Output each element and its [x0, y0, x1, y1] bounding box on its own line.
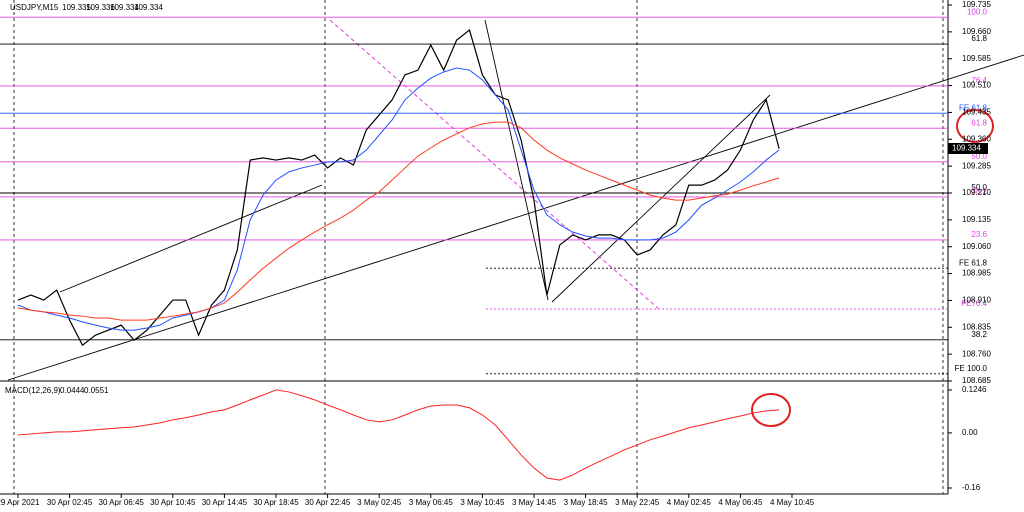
x-tick-label: 3 May 02:45 — [357, 498, 402, 507]
fib-level-label: 23.6 — [971, 230, 987, 239]
y-tick-label: 109.510 — [962, 81, 991, 90]
y-tick-label: 109.735 — [962, 0, 991, 9]
y-tick-label: 108.685 — [962, 376, 991, 385]
x-tick-label: 3 May 22:45 — [615, 498, 660, 507]
trend-line — [59, 184, 323, 293]
fib-line — [329, 19, 661, 311]
y-tick-label: 109.435 — [962, 108, 991, 117]
y-tick-label: 108.835 — [962, 322, 991, 331]
x-tick-label: 30 Apr 18:45 — [253, 498, 299, 507]
y-tick-label: -0.16 — [962, 483, 981, 492]
fib-level-label: 100.0 — [967, 7, 988, 16]
x-tick-label: 30 Apr 14:45 — [202, 498, 248, 507]
x-tick-label: 4 May 10:45 — [770, 498, 815, 507]
day-separators — [13, 0, 944, 494]
trend-line — [484, 19, 549, 301]
x-tick-label: 29 Apr 2021 — [0, 498, 40, 507]
y-tick-label: 109.360 — [962, 134, 991, 143]
trend-lines — [7, 19, 1024, 381]
x-tick-label: 30 Apr 02:45 — [47, 498, 93, 507]
x-tick-label: 4 May 06:45 — [718, 498, 763, 507]
series-line — [17, 389, 780, 481]
trend-line — [7, 54, 1024, 381]
fib-level-label: 38.2 — [971, 330, 987, 339]
x-tick-label: 30 Apr 06:45 — [99, 498, 145, 507]
fib-level-label: 38.2 — [971, 187, 987, 196]
price-tag — [948, 143, 988, 154]
y-tick-label: 109.135 — [962, 215, 991, 224]
indicator-value: 0.0551 — [84, 386, 109, 395]
fib-level-label: FE 100.0 — [955, 364, 988, 373]
fib-level-label: FE76.4 — [961, 299, 987, 308]
y-tick-label: 0.1246 — [962, 385, 987, 394]
plot-area: 100.061.876.4FE 61.861.850.050.038.223.6… — [0, 7, 988, 481]
last-price: 109.334 — [952, 144, 981, 153]
fib-level-label: 61.8 — [971, 118, 987, 127]
fib-level-label: FE 61.8 — [959, 258, 988, 267]
fib-level-label: 50.0 — [971, 152, 987, 161]
x-tick-label: 30 Apr 22:45 — [305, 498, 351, 507]
y-tick-label: 109.285 — [962, 161, 991, 170]
y-tick-label: 109.210 — [962, 188, 991, 197]
y-tick-label: 109.585 — [962, 54, 991, 63]
y-tick-label: 109.660 — [962, 27, 991, 36]
highlight-circle — [956, 109, 994, 143]
quote-value: 109.335 — [62, 3, 91, 12]
trend-line — [551, 94, 771, 303]
quote-value: 109.334 — [110, 3, 139, 12]
x-tick-label: 30 Apr 10:45 — [150, 498, 196, 507]
y-tick-label: 108.760 — [962, 349, 991, 358]
indicator-title: MACD(12,26,9) — [5, 386, 61, 395]
fib-level-label: 61.8 — [971, 34, 987, 43]
y-tick-label: 109.060 — [962, 242, 991, 251]
series-line — [17, 121, 780, 321]
series-line — [17, 29, 780, 347]
x-tick-label: 4 May 02:45 — [667, 498, 712, 507]
y-tick-label: 0.00 — [962, 428, 978, 437]
x-tick-label: 3 May 14:45 — [512, 498, 557, 507]
y-tick-label: 108.910 — [962, 296, 991, 305]
fib-level-label: 50.0 — [971, 183, 987, 192]
series-line — [17, 67, 780, 331]
fib-level-label: FE 61.8 — [959, 103, 988, 112]
x-tick-label: 3 May 10:45 — [460, 498, 505, 507]
x-tick-label: 3 May 06:45 — [409, 498, 454, 507]
fib-level-label: 76.4 — [971, 76, 987, 85]
quote-value: 109.334 — [134, 3, 163, 12]
x-tick-label: 3 May 18:45 — [564, 498, 609, 507]
y-tick-label: 108.985 — [962, 269, 991, 278]
quote-value: 109.336 — [86, 3, 115, 12]
symbol-title: USDJPY,M15 — [10, 3, 59, 12]
indicator-value: 0.0444 — [60, 386, 85, 395]
highlight-circle — [751, 393, 791, 427]
